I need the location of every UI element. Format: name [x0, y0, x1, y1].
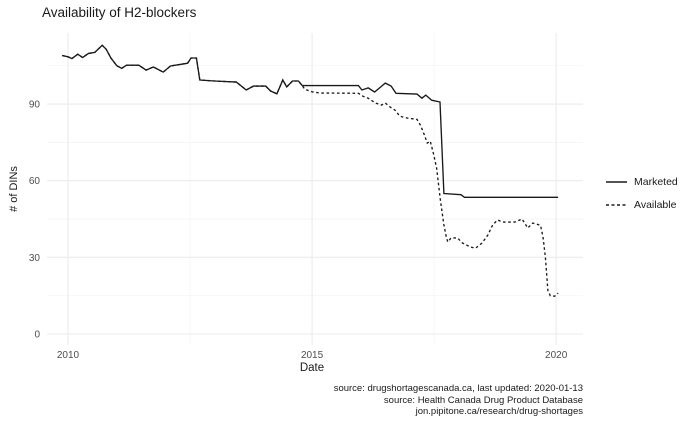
series-line-marketed [61, 44, 559, 198]
legend-label-available: Available [634, 199, 677, 211]
caption: source: drugshortagescanada.ca, last upd… [334, 383, 583, 418]
caption-line-2: source: Health Canada Drug Product Datab… [383, 394, 583, 406]
y-tick-label: 90 [29, 100, 41, 111]
y-tick-label: 60 [29, 176, 41, 187]
legend-item-available: Available [606, 198, 678, 212]
x-tick-label: 2020 [545, 350, 568, 361]
solid-line-key-icon [606, 181, 627, 183]
caption-line-1: source: drugshortagescanada.ca, last upd… [333, 383, 583, 394]
legend-label-marketed: Marketed [634, 176, 678, 188]
caption-line-3: jon.pipitone.ca/research/drug-shortages [415, 406, 583, 417]
series-line-available [61, 44, 559, 297]
legend: Marketed Available [606, 175, 678, 221]
dashed-line-key-icon [606, 204, 627, 206]
chart-title: Availability of H2-blockers [42, 5, 197, 20]
x-axis-title: Date [299, 362, 325, 374]
x-tick-label: 2015 [301, 350, 324, 361]
y-tick-label: 0 [34, 330, 40, 341]
legend-item-marketed: Marketed [606, 175, 678, 189]
x-tick-label: 2010 [57, 350, 80, 361]
y-tick-label: 30 [29, 253, 41, 264]
